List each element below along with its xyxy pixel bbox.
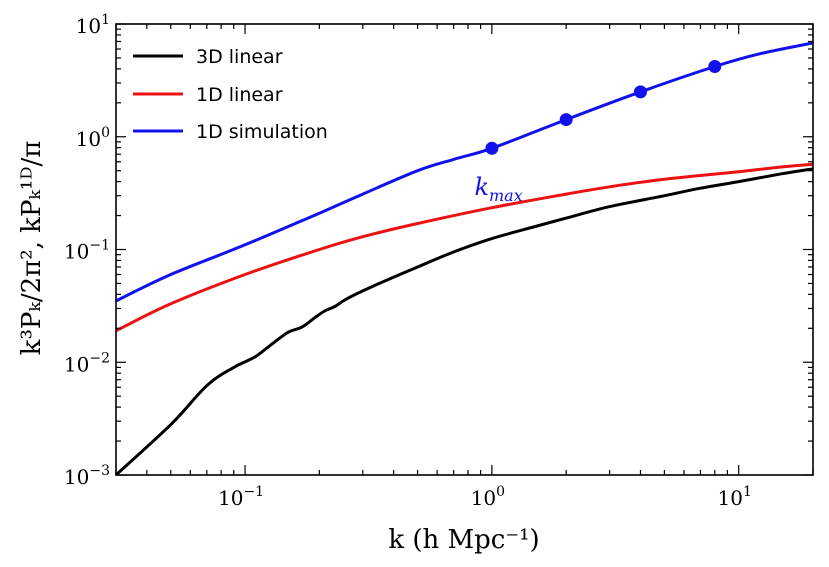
kmax-k: k [474, 173, 489, 201]
series-layer [114, 41, 814, 477]
legend-label-1d-simulation: 1D simulation [196, 121, 328, 143]
kmax-subscript: max [489, 186, 523, 205]
series-line-1d-linear [115, 162, 814, 333]
legend: 3D linear 1D linear 1D simulation [133, 46, 328, 143]
marker-layer [485, 59, 722, 155]
y-tick-label: 100 [76, 125, 110, 151]
kmax-annotation: kmax [474, 173, 522, 205]
y-tick-label: 10−2 [64, 350, 110, 376]
x-axis-title: k (h Mpc⁻¹) [388, 525, 539, 555]
x-tick-label: 100 [471, 484, 505, 510]
y-axis-title: k³Pₖ/2π², kPₖ¹ᴰ/π [17, 141, 47, 356]
legend-label-1d-linear: 1D linear [196, 84, 283, 106]
x-tick-label: 10−1 [218, 484, 264, 510]
data-point-marker [485, 141, 499, 155]
x-tick-label: 101 [718, 484, 752, 510]
labels-layer: 10−1 100 101 10−3 10−2 10−1 100 101 [64, 12, 752, 510]
series-line-1d-simulation [115, 41, 814, 303]
ticks-layer [115, 23, 814, 476]
data-point-marker [559, 113, 573, 127]
y-tick-label: 10−1 [64, 238, 110, 264]
legend-label-3d-linear: 3D linear [196, 46, 283, 68]
data-point-marker [708, 59, 722, 73]
series-line-3d-linear [114, 167, 814, 477]
data-point-marker [633, 85, 647, 99]
y-tick-label: 10−3 [64, 463, 110, 489]
y-tick-label: 101 [76, 12, 110, 38]
